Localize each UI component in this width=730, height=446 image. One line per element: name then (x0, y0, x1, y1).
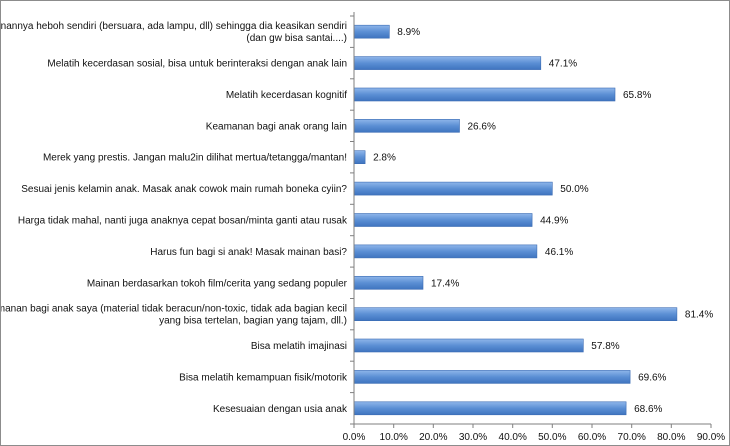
bar (353, 244, 538, 259)
data-label: 57.8% (591, 341, 619, 352)
x-tick-label: 70.0% (618, 432, 646, 443)
x-tick-label: 90.0% (697, 432, 725, 443)
bar (353, 370, 631, 384)
data-label: 81.4% (685, 310, 713, 321)
x-tick-label: 30.0% (459, 432, 487, 443)
data-label: 44.9% (540, 216, 568, 227)
bar (353, 338, 584, 353)
category-label: Melatih kecerdasan sosial, bisa untuk be… (47, 59, 347, 70)
category-label: Bisa melatih imajinasi (251, 341, 347, 352)
category-label: (dan gw bisa santai....) (246, 33, 347, 44)
category-label: Bisa melatih kemampuan fisik/motorik (179, 372, 348, 383)
category-label: Sesuai jenis kelamin anak. Masak anak co… (21, 184, 347, 195)
category-label: yang bisa tertelan, bagian yang tajam, d… (159, 316, 347, 327)
bar (353, 213, 533, 227)
x-tick-label: 10.0% (380, 432, 408, 443)
x-tick-label: 0.0% (343, 432, 366, 443)
bar (353, 401, 627, 416)
category-label: Merek yang prestis. Jangan malu2in dilih… (43, 153, 347, 164)
data-label: 2.8% (373, 153, 396, 164)
data-label: 8.9% (397, 27, 420, 38)
x-tick-label: 40.0% (499, 432, 527, 443)
bar (353, 87, 616, 102)
bar (353, 24, 390, 39)
category-label: Mainan berdasarkan tokoh film/cerita yan… (87, 278, 348, 289)
category-label: Harus fun bagi si anak! Masak mainan bas… (150, 247, 347, 258)
bars-layer (353, 24, 678, 416)
category-label: Keamanan bagi anak orang lain (206, 121, 347, 132)
category-label: Melatih kecerdasan kognitif (226, 90, 347, 101)
bar (353, 150, 366, 164)
data-label: 47.1% (549, 59, 577, 70)
data-label: 65.8% (623, 90, 651, 101)
bar (353, 181, 553, 196)
category-labels: Mainannya heboh sendiri (bersuara, ada l… (1, 21, 348, 415)
category-label: Mainannya heboh sendiri (bersuara, ada l… (1, 21, 347, 32)
data-label: 68.6% (634, 404, 662, 415)
data-label: 46.1% (545, 247, 573, 258)
x-axis: 0.0% 10.0% 20.0% 30.0% 40.0% 50.0% 60.0% 70.0% 8… (343, 12, 725, 443)
bar (353, 119, 460, 133)
bar (353, 56, 542, 70)
x-tick-label: 80.0% (657, 432, 685, 443)
data-label: 69.6% (638, 372, 666, 383)
bar (353, 307, 678, 322)
category-label: Keamanan bagi anak saya (material tidak … (1, 304, 347, 315)
category-label: Harga tidak mahal, nanti juga anaknya ce… (18, 216, 348, 227)
category-label: Kesesuaian dengan usia anak (213, 404, 348, 415)
x-tick-label: 20.0% (419, 432, 447, 443)
value-labels: 8.9% 47.1% 65.8% 26.6% 2.8% 50.0% 44.9% 46.1% 17… (373, 27, 713, 415)
x-tick-label: 50.0% (538, 432, 566, 443)
data-label: 26.6% (468, 121, 496, 132)
bar (353, 275, 424, 290)
data-label: 17.4% (431, 278, 459, 289)
x-tick-label: 60.0% (578, 432, 606, 443)
data-label: 50.0% (560, 184, 588, 195)
